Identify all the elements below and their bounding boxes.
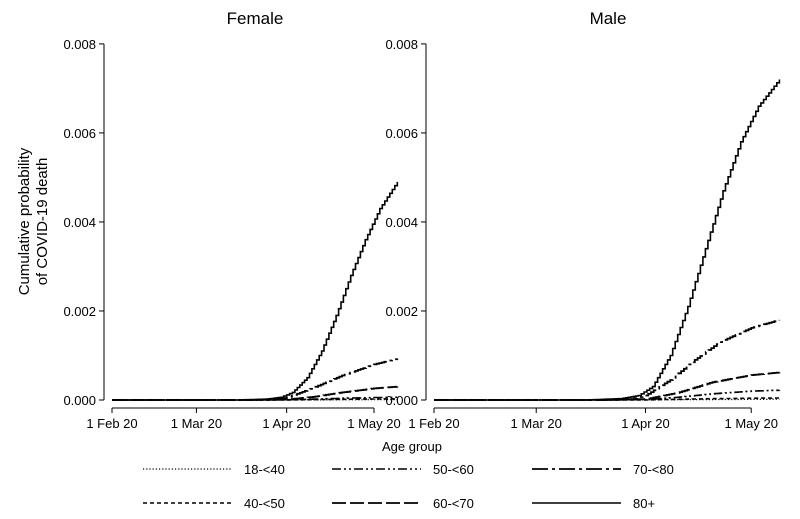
x-tick-label: 1 Feb 20: [408, 416, 459, 431]
y-tick-label: 0.006: [385, 126, 418, 141]
y-tick-label: 0.002: [63, 304, 96, 319]
legend: Age group 18-<40 50-<60 70-<80 40-<50 60-<70 8…: [143, 439, 674, 511]
legend-label: 60-<70: [433, 496, 474, 511]
y-tick-label: 0.004: [385, 215, 418, 230]
y-axis-title-line: of COVID-19 death: [34, 158, 51, 286]
legend-label: 80+: [633, 496, 655, 511]
legend-title: Age group: [382, 439, 442, 454]
x-tick-label: 1 Feb 20: [86, 416, 137, 431]
series-line-80+: [434, 79, 781, 401]
y-tick-label: 0.000: [63, 393, 96, 408]
panel-female: Female 0.000 0.002 0.004 0.006 0.008 1 Feb 20 1…: [63, 9, 400, 431]
series-layer: [112, 79, 781, 401]
x-tick-label: 1 Mar 20: [171, 416, 222, 431]
y-axis-title: Cumulative probability of COVID-19 death: [16, 147, 51, 295]
y-tick-label: 0.006: [63, 126, 96, 141]
axes-layer: Female 0.000 0.002 0.004 0.006 0.008 1 Feb 20 1…: [16, 9, 778, 431]
panel-male: Male 0.000 0.002 0.004 0.006 0.008 1 Feb 20 1 M…: [385, 9, 778, 431]
series-line-80+: [112, 181, 399, 401]
y-tick-label: 0.002: [385, 304, 418, 319]
x-tick-label: 1 Mar 20: [511, 416, 562, 431]
legend-label: 50-<60: [433, 462, 474, 477]
series-line-50-<60: [434, 389, 781, 401]
legend-label: 40-<50: [244, 496, 285, 511]
panel-title: Male: [590, 9, 627, 28]
x-tick-label: 1 May 20: [724, 416, 777, 431]
legend-label: 70-<80: [633, 462, 674, 477]
series-line-70-<80: [434, 319, 781, 401]
x-tick-label: 1 May 20: [347, 416, 400, 431]
x-tick-label: 1 Apr 20: [262, 416, 310, 431]
x-tick-label: 1 Apr 20: [621, 416, 669, 431]
series-group-male: [434, 79, 781, 401]
y-tick-label: 0.008: [63, 37, 96, 52]
series-line-60-<70: [434, 371, 781, 401]
y-axis-title-line: Cumulative probability: [16, 147, 33, 295]
y-tick-label: 0.008: [385, 37, 418, 52]
y-tick-label: 0.004: [63, 215, 96, 230]
series-line-70-<80: [112, 358, 399, 401]
legend-label: 18-<40: [244, 462, 285, 477]
series-group-female: [112, 181, 399, 401]
panel-title: Female: [227, 9, 284, 28]
y-tick-label: 0.000: [385, 393, 418, 408]
